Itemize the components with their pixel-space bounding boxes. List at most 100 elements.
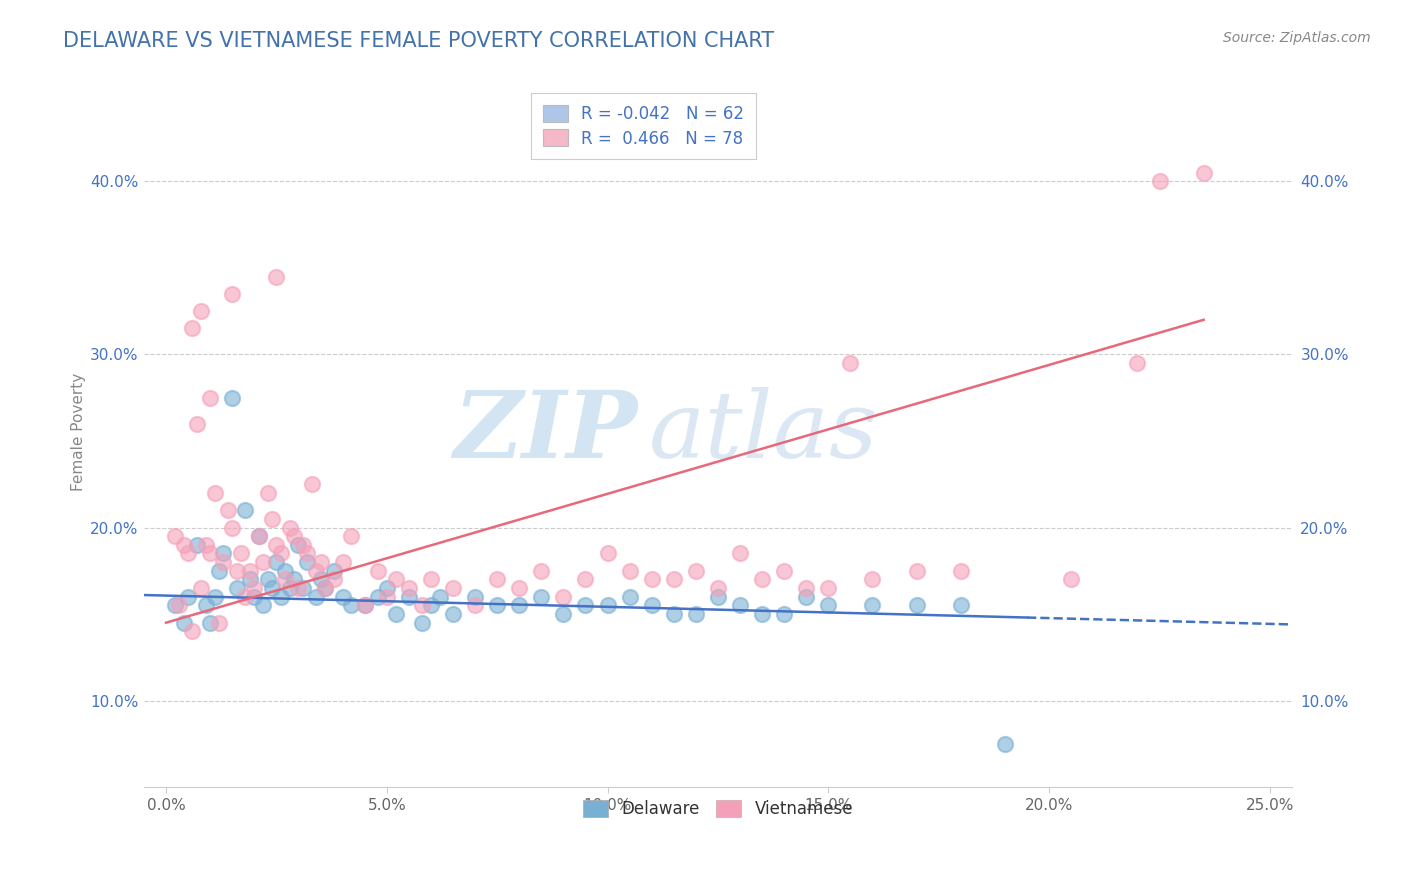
Point — [181, 321, 204, 335]
Point — [212, 555, 235, 569]
Point — [243, 581, 266, 595]
Point — [297, 555, 319, 569]
Point — [247, 529, 270, 543]
Point — [221, 286, 243, 301]
Point — [247, 529, 270, 543]
Point — [217, 503, 239, 517]
Point — [862, 599, 884, 613]
Point — [707, 590, 730, 604]
Point — [340, 529, 363, 543]
Point — [212, 546, 235, 560]
Point — [243, 590, 266, 604]
Point — [662, 607, 685, 621]
Point — [173, 615, 195, 630]
Y-axis label: Female Poverty: Female Poverty — [72, 373, 86, 491]
Point — [274, 573, 297, 587]
Point — [441, 607, 464, 621]
Point — [553, 590, 575, 604]
Point — [728, 546, 751, 560]
Point — [208, 615, 231, 630]
Point — [641, 573, 664, 587]
Point — [574, 573, 596, 587]
Point — [1192, 166, 1215, 180]
Point — [411, 615, 433, 630]
Point — [794, 590, 817, 604]
Text: atlas: atlas — [650, 387, 879, 477]
Point — [198, 615, 221, 630]
Point — [553, 607, 575, 621]
Point — [163, 529, 186, 543]
Point — [314, 581, 336, 595]
Point — [221, 391, 243, 405]
Point — [508, 581, 530, 595]
Point — [707, 581, 730, 595]
Text: ZIP: ZIP — [453, 387, 637, 477]
Point — [198, 546, 221, 560]
Point — [332, 555, 354, 569]
Point — [283, 529, 305, 543]
Point — [252, 555, 274, 569]
Point — [260, 581, 283, 595]
Point — [163, 599, 186, 613]
Point — [278, 520, 301, 534]
Point — [794, 581, 817, 595]
Point — [574, 599, 596, 613]
Point — [204, 486, 226, 500]
Point — [256, 486, 278, 500]
Point — [464, 590, 486, 604]
Point — [177, 590, 200, 604]
Point — [441, 581, 464, 595]
Point — [225, 564, 247, 578]
Point — [235, 590, 257, 604]
Point — [186, 417, 208, 431]
Point — [322, 573, 344, 587]
Point — [398, 581, 420, 595]
Point — [367, 564, 389, 578]
Point — [486, 599, 509, 613]
Legend: Delaware, Vietnamese: Delaware, Vietnamese — [576, 794, 859, 825]
Point — [301, 477, 323, 491]
Point — [270, 590, 292, 604]
Point — [266, 555, 288, 569]
Point — [274, 564, 297, 578]
Point — [596, 546, 619, 560]
Point — [994, 737, 1017, 751]
Point — [167, 599, 190, 613]
Point — [419, 573, 441, 587]
Point — [252, 599, 274, 613]
Point — [817, 581, 839, 595]
Point — [309, 555, 332, 569]
Point — [662, 573, 685, 587]
Point — [225, 581, 247, 595]
Point — [305, 564, 328, 578]
Point — [208, 564, 231, 578]
Point — [685, 607, 707, 621]
Point — [508, 599, 530, 613]
Point — [322, 564, 344, 578]
Point — [256, 573, 278, 587]
Point — [297, 546, 319, 560]
Point — [619, 590, 641, 604]
Point — [728, 599, 751, 613]
Point — [751, 573, 773, 587]
Point — [198, 391, 221, 405]
Point — [229, 546, 252, 560]
Point — [773, 564, 796, 578]
Point — [239, 573, 262, 587]
Point — [419, 599, 441, 613]
Point — [332, 590, 354, 604]
Point — [287, 581, 309, 595]
Point — [278, 581, 301, 595]
Point — [1126, 356, 1149, 370]
Point — [305, 590, 328, 604]
Point — [530, 590, 553, 604]
Point — [270, 546, 292, 560]
Point — [235, 503, 257, 517]
Point — [817, 599, 839, 613]
Point — [619, 564, 641, 578]
Point — [530, 564, 553, 578]
Point — [283, 573, 305, 587]
Point — [314, 581, 336, 595]
Point — [384, 573, 406, 587]
Point — [411, 599, 433, 613]
